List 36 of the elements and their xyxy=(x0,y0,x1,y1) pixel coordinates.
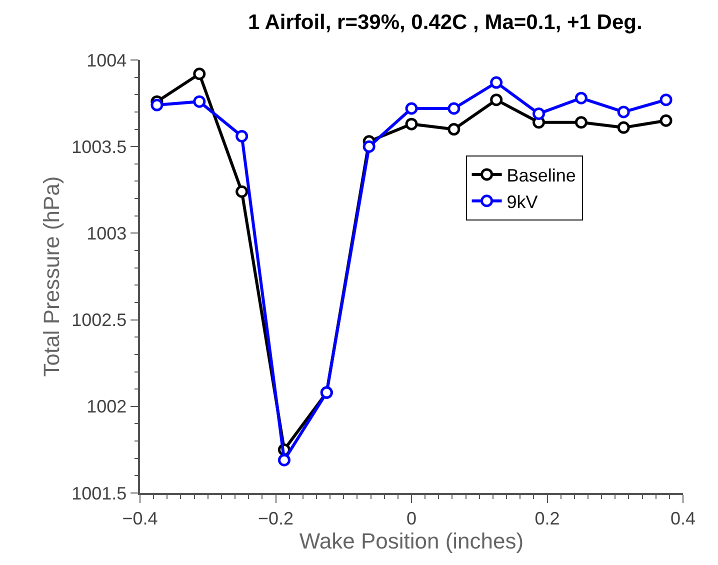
point xyxy=(193,95,206,108)
x-tick-label: −0.2 xyxy=(258,508,294,528)
y-axis-title: Total Pressure (hPa) xyxy=(38,176,64,377)
point xyxy=(150,98,164,112)
point xyxy=(362,140,376,153)
point xyxy=(278,454,290,466)
legend-label: Baseline xyxy=(506,165,576,186)
point xyxy=(574,116,588,129)
x-tick-label: 0.2 xyxy=(534,508,560,528)
point xyxy=(532,107,546,120)
point xyxy=(405,118,418,130)
y-tick-label: 1003 xyxy=(86,224,127,244)
y-tick-label: 1004 xyxy=(86,50,127,70)
y-tick-label: 1003.5 xyxy=(72,136,127,157)
point xyxy=(490,76,503,89)
y-tick-label: 1002.5 xyxy=(72,310,127,330)
point xyxy=(236,130,248,142)
point xyxy=(236,185,248,198)
y-tick-label: 1001.5 xyxy=(72,483,127,504)
x-axis-title: Wake Position (inches) xyxy=(299,528,524,554)
point xyxy=(660,94,672,106)
point xyxy=(193,68,206,80)
point xyxy=(405,102,418,115)
x-tick-label: 0 xyxy=(406,508,417,528)
x-tick-label: 0.4 xyxy=(670,508,696,528)
legend-label: 9kV xyxy=(506,192,538,212)
point xyxy=(574,92,588,104)
y-tick-label: 1002 xyxy=(86,396,127,417)
x-tick-label: −0.4 xyxy=(122,508,158,528)
point xyxy=(660,114,672,127)
point xyxy=(448,102,460,115)
point xyxy=(617,106,630,118)
point xyxy=(490,94,503,106)
chart-title: 1 Airfoil, r=39%, 0.42C , Ma=0.1, +1 Deg. xyxy=(248,10,642,34)
point xyxy=(617,121,630,134)
point xyxy=(448,123,460,136)
